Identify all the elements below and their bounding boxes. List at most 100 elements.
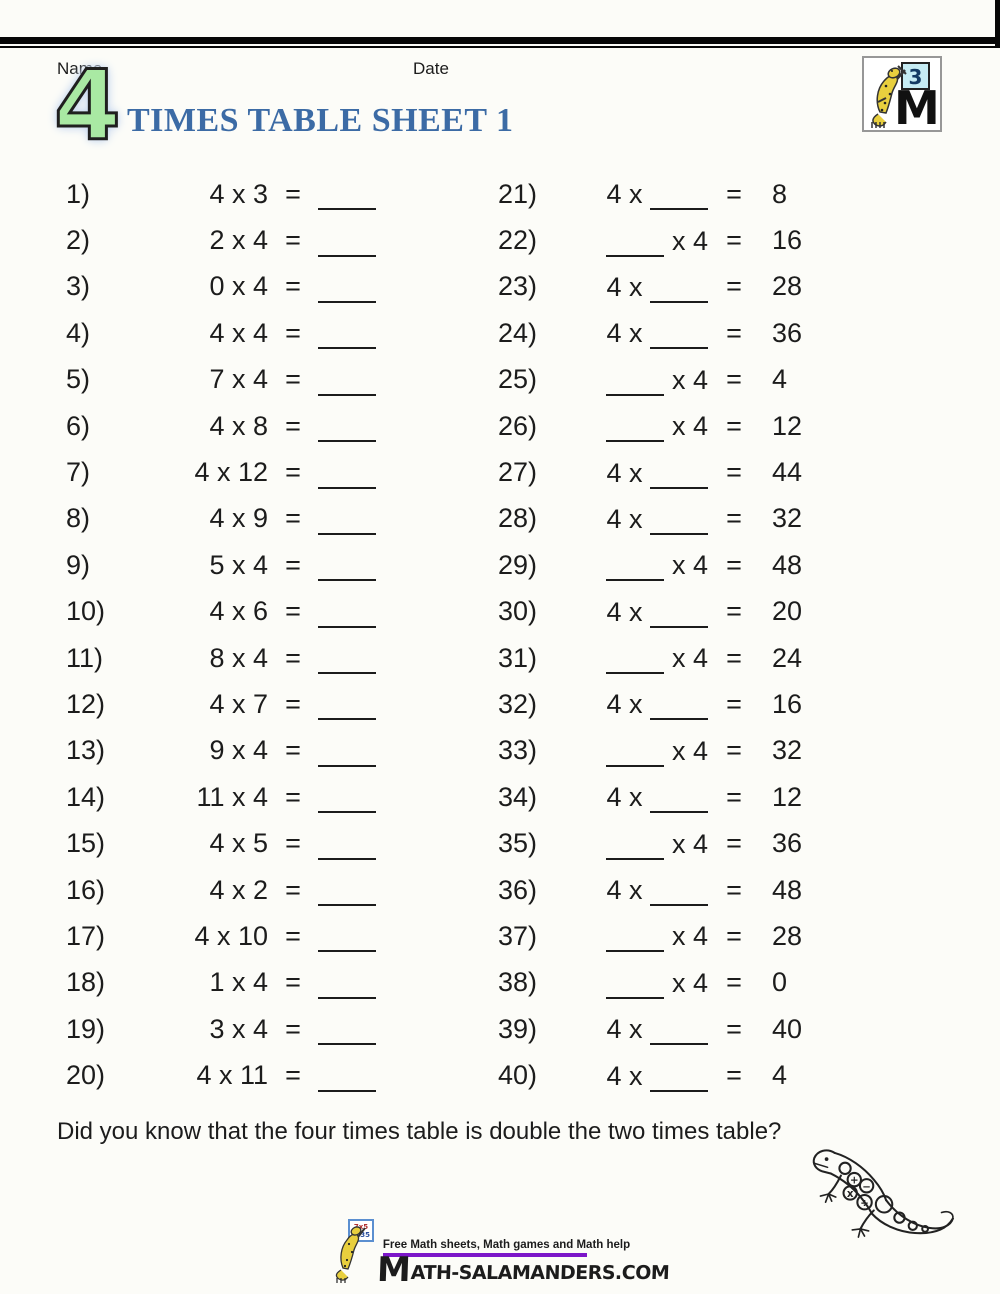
answer-blank[interactable] bbox=[318, 271, 376, 303]
problem-number: 24) bbox=[498, 317, 538, 348]
svg-text:−: − bbox=[862, 1181, 871, 1193]
answer-blank[interactable] bbox=[650, 781, 708, 814]
problem-expression: 4 x 12 bbox=[194, 457, 268, 488]
answer-blank[interactable] bbox=[650, 271, 708, 303]
problem-number: 18) bbox=[66, 967, 106, 998]
answer-blank[interactable] bbox=[318, 920, 376, 953]
answer-blank[interactable] bbox=[606, 828, 665, 860]
problem-row: 39) 4 x = 40 bbox=[480, 1006, 1000, 1052]
equals-sign: = bbox=[285, 735, 301, 766]
problem-number: 14) bbox=[66, 781, 106, 812]
problem-number: 33) bbox=[498, 735, 538, 766]
product-value: 4 bbox=[772, 1060, 788, 1091]
equals-sign: = bbox=[285, 688, 301, 719]
problem-number: 7) bbox=[66, 457, 91, 488]
footer-brand: 7x5 = 35 Free Math sheets, Math games an… bbox=[0, 1218, 1000, 1290]
problem-row: 18) 1 x 4 = bbox=[0, 960, 480, 1006]
product-value: 0 bbox=[772, 967, 788, 998]
answer-blank[interactable] bbox=[318, 457, 376, 489]
problem-expression: x 4 bbox=[548, 549, 708, 582]
equals-sign: = bbox=[726, 735, 742, 766]
answer-blank[interactable] bbox=[318, 596, 376, 628]
answer-blank[interactable] bbox=[318, 178, 376, 211]
problem-expression: 4 x bbox=[548, 503, 708, 535]
problem-number: 6) bbox=[66, 410, 91, 441]
product-value: 32 bbox=[772, 503, 803, 534]
problem-number: 40) bbox=[498, 1060, 538, 1091]
answer-blank[interactable] bbox=[318, 317, 376, 350]
answer-blank[interactable] bbox=[606, 364, 665, 396]
problem-row: 19) 3 x 4 = bbox=[0, 1006, 480, 1052]
problem-expression: 4 x bbox=[548, 688, 708, 721]
answer-blank[interactable] bbox=[650, 317, 708, 350]
equals-sign: = bbox=[726, 549, 742, 580]
answer-blank[interactable] bbox=[650, 1013, 708, 1046]
answer-blank[interactable] bbox=[318, 1060, 376, 1092]
problem-expression: 4 x 11 bbox=[196, 1060, 268, 1091]
problem-expression: 8 x 4 bbox=[209, 642, 268, 673]
answer-blank[interactable] bbox=[650, 596, 708, 628]
product-value: 20 bbox=[772, 596, 803, 627]
answer-blank[interactable] bbox=[318, 828, 376, 860]
problem-number: 25) bbox=[498, 364, 538, 395]
problem-expression: 4 x 8 bbox=[209, 410, 268, 441]
answer-blank[interactable] bbox=[318, 967, 376, 999]
problem-expression: 4 x bbox=[548, 271, 708, 303]
answer-blank[interactable] bbox=[318, 410, 376, 443]
equals-sign: = bbox=[726, 225, 742, 256]
answer-blank[interactable] bbox=[650, 178, 708, 211]
problem-expression: x 4 bbox=[548, 967, 708, 999]
problem-number: 22) bbox=[498, 225, 538, 256]
equals-sign: = bbox=[285, 457, 301, 488]
problem-expression: 4 x 4 bbox=[209, 317, 268, 348]
answer-blank[interactable] bbox=[606, 225, 665, 257]
answer-blank[interactable] bbox=[318, 364, 376, 396]
wordmark-initial: M bbox=[376, 1249, 412, 1290]
problem-row: 3) 0 x 4 = bbox=[0, 264, 480, 310]
answer-blank[interactable] bbox=[606, 410, 665, 443]
problem-row: 20) 4 x 11 = bbox=[0, 1052, 480, 1098]
answer-blank[interactable] bbox=[650, 688, 708, 721]
equals-sign: = bbox=[285, 1060, 301, 1091]
answer-blank[interactable] bbox=[318, 874, 376, 907]
equals-sign: = bbox=[726, 503, 742, 534]
answer-blank[interactable] bbox=[606, 642, 665, 675]
equals-sign: = bbox=[726, 828, 742, 859]
answer-blank[interactable] bbox=[318, 735, 376, 767]
answer-blank[interactable] bbox=[650, 874, 708, 907]
answer-blank[interactable] bbox=[318, 781, 376, 814]
page-title: TIMES TABLE SHEET 1 bbox=[127, 102, 514, 139]
answer-blank[interactable] bbox=[650, 457, 708, 489]
answer-blank[interactable] bbox=[318, 225, 376, 257]
answer-blank[interactable] bbox=[650, 1060, 708, 1092]
answer-blank[interactable] bbox=[318, 503, 376, 535]
problem-number: 20) bbox=[66, 1060, 106, 1091]
answer-blank[interactable] bbox=[318, 688, 376, 721]
gecko-eye bbox=[824, 1157, 829, 1161]
problem-row: 1) 4 x 3 = bbox=[0, 171, 480, 217]
problem-expression: 4 x 3 bbox=[209, 178, 268, 209]
answer-blank[interactable] bbox=[318, 1013, 376, 1046]
big-number-4: 4 bbox=[53, 50, 123, 162]
problem-row: 13) 9 x 4 = bbox=[0, 728, 480, 774]
problem-expression: 4 x bbox=[548, 1060, 708, 1092]
problem-number: 28) bbox=[498, 503, 538, 534]
answer-blank[interactable] bbox=[318, 549, 376, 582]
equals-sign: = bbox=[726, 364, 742, 395]
top-double-rule bbox=[0, 37, 1000, 48]
answer-blank[interactable] bbox=[606, 735, 665, 767]
answer-blank[interactable] bbox=[650, 503, 708, 535]
product-value: 40 bbox=[772, 1013, 803, 1044]
problem-expression: x 4 bbox=[548, 642, 708, 675]
equals-sign: = bbox=[285, 364, 301, 395]
answer-blank[interactable] bbox=[606, 549, 665, 582]
problem-row: 29) x 4 = 48 bbox=[480, 542, 1000, 588]
footer-tagline: Free Math sheets, Math games and Math he… bbox=[382, 1239, 631, 1252]
problem-row: 17) 4 x 10 = bbox=[0, 913, 480, 959]
answer-blank[interactable] bbox=[606, 967, 665, 999]
answer-blank[interactable] bbox=[606, 920, 665, 953]
problem-row: 35) x 4 = 36 bbox=[480, 820, 1000, 866]
equals-sign: = bbox=[285, 967, 301, 998]
wordmark-rest: ATH-SALAMANDERS.COM bbox=[410, 1262, 670, 1284]
answer-blank[interactable] bbox=[318, 642, 376, 675]
